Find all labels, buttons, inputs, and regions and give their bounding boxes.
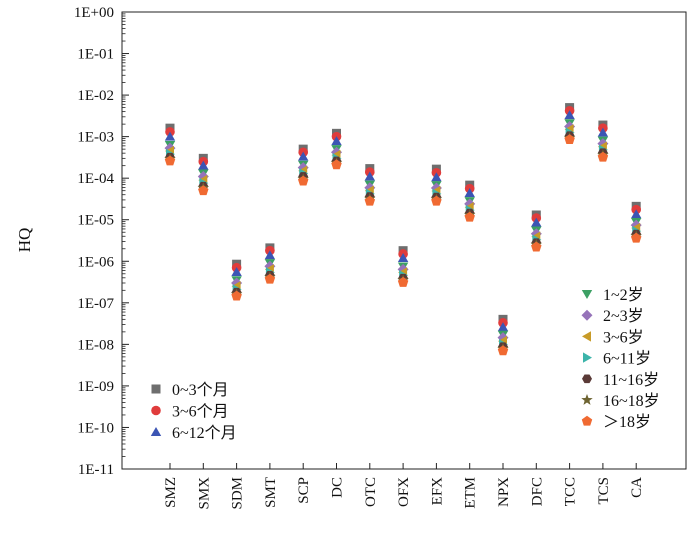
y-tick-label: 1E-08 — [77, 337, 114, 353]
y-tick-label: 1E-05 — [77, 213, 114, 229]
data-point — [431, 172, 442, 182]
y-tick-label: 1E-03 — [77, 130, 114, 146]
x-tick-label: SCP — [296, 477, 312, 504]
data-point — [464, 211, 475, 222]
y-tick-label: 1E-07 — [77, 296, 114, 312]
y-tick-label: 1E-04 — [77, 171, 114, 187]
y-axis-title: HQ — [15, 228, 34, 253]
legend-marker — [151, 405, 161, 416]
legend-marker — [581, 290, 593, 299]
data-point — [497, 322, 509, 332]
legend-marker — [581, 394, 593, 405]
x-tick-label: SDM — [230, 477, 246, 510]
legend-marker — [581, 415, 593, 426]
data-point — [464, 187, 475, 197]
x-tick-label: TCC — [563, 477, 579, 506]
x-tick-label: ETM — [463, 477, 479, 509]
x-tick-label: OTC — [363, 477, 379, 507]
legend-label: 2~3岁 — [603, 307, 644, 325]
data-point — [198, 185, 209, 196]
data-point — [231, 290, 242, 301]
legend-label: ＞18岁 — [603, 413, 651, 431]
data-point — [298, 151, 309, 161]
legend-marker — [150, 427, 162, 436]
legend-label: 6~12个月 — [172, 424, 237, 442]
y-tick-label: 1E-02 — [77, 88, 114, 104]
legend-marker — [582, 374, 592, 384]
y-tick-label: 1E-06 — [77, 254, 114, 270]
legend-label: 0~3个月 — [172, 381, 229, 399]
y-tick-label: 1E-10 — [77, 420, 114, 436]
y-tick-label: 1E-01 — [77, 47, 114, 63]
data-point — [297, 175, 309, 186]
x-tick-label: CA — [629, 477, 645, 498]
plot-frame — [121, 11, 687, 470]
x-tick-label: DC — [330, 477, 346, 498]
data-point — [531, 217, 542, 227]
legend-label: 3~6个月 — [172, 403, 229, 421]
legend-label: 1~2岁 — [603, 286, 644, 304]
data-point — [364, 195, 376, 206]
legend-marker — [151, 384, 161, 394]
x-axis-ticks: SMZ SMX SDM SMT SCP DC OTC OFX EFX ETM NPX DFC TCC TC… — [163, 463, 645, 510]
x-tick-label: EFX — [429, 477, 445, 506]
data-point — [264, 273, 276, 284]
data-point — [631, 209, 642, 219]
data-point — [331, 136, 342, 146]
x-tick-label: TCS — [596, 477, 612, 505]
data-point — [164, 131, 176, 141]
data-point — [431, 195, 442, 206]
x-tick-label: SMX — [196, 477, 212, 510]
data-point — [164, 155, 176, 166]
data-point — [331, 159, 342, 170]
legend-left: 0~3个月 3~6个月 6~12个月 — [150, 381, 237, 442]
legend-label: 6~11岁 — [603, 350, 651, 368]
data-point — [497, 345, 509, 356]
legend-label: 16~18岁 — [603, 392, 660, 410]
legend-marker — [582, 331, 591, 342]
data-points — [164, 103, 642, 356]
data-point — [364, 171, 375, 181]
y-tick-label: 1E-11 — [78, 462, 114, 478]
data-point — [597, 127, 609, 137]
legend-marker — [583, 352, 592, 363]
data-point — [397, 252, 409, 262]
data-point — [564, 110, 575, 120]
data-point — [231, 267, 242, 277]
data-point — [198, 160, 209, 170]
x-tick-label: NPX — [496, 477, 512, 507]
legend-right: 1~2岁 2~3岁 3~6岁 6~11岁 11~16岁 16~18岁 ＞18岁 — [581, 286, 660, 431]
legend-marker — [581, 309, 593, 321]
data-point — [264, 250, 276, 260]
x-tick-label: SMZ — [163, 477, 179, 508]
y-tick-label: 1E+00 — [74, 5, 114, 21]
x-tick-label: DFC — [529, 477, 545, 506]
x-tick-label: OFX — [396, 477, 412, 507]
data-point — [564, 134, 575, 145]
x-tick-label: SMT — [263, 477, 279, 508]
data-point — [397, 276, 409, 287]
y-tick-label: 1E-09 — [77, 379, 114, 395]
legend-label: 3~6岁 — [603, 328, 644, 346]
y-axis-ticks: 1E-11 1E-10 1E-09 1E-08 1E-07 1E-06 1E-05 1E-04… — [74, 5, 129, 478]
data-point — [531, 241, 542, 252]
data-point — [597, 151, 609, 162]
legend-label: 11~16岁 — [603, 371, 659, 389]
data-point — [630, 232, 642, 243]
